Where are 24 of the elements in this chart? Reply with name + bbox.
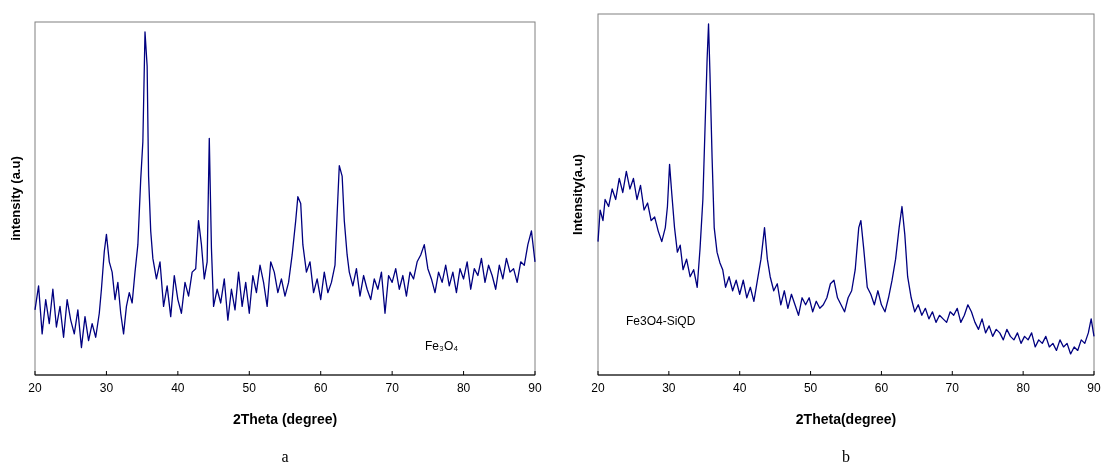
x-tick-label: 70 [385,381,400,395]
x-tick-label: 50 [803,381,818,395]
y-axis-title: intensity (a.u) [8,156,23,241]
annotation: Fe₃O₄ [425,339,459,353]
x-tick-label: 30 [99,381,114,395]
x-tick-label: 80 [456,381,471,395]
x-tick-label: 60 [874,381,889,395]
x-axis-title: 2Theta(degree) [795,411,897,427]
x-tick-label: 40 [171,381,185,395]
annotation: Fe3O4-SiQD [626,314,696,328]
x-tick-label: 40 [733,381,747,395]
x-tick-label: 90 [528,381,542,395]
x-tick-label: 70 [945,381,960,395]
text: b [842,448,850,465]
y-axis-title: Intensity(a.u) [570,154,585,235]
x-tick-label: 20 [28,381,42,395]
x-tick-label: 90 [1087,381,1101,395]
x-axis-title: 2Theta (degree) [232,411,338,427]
x-tick-label: 60 [314,381,328,395]
text: a [281,448,289,465]
x-tick-label: 30 [662,381,676,395]
x-tick-label: 80 [1016,381,1031,395]
x-tick-label: 20 [591,381,605,395]
x-tick-label: 50 [242,381,257,395]
